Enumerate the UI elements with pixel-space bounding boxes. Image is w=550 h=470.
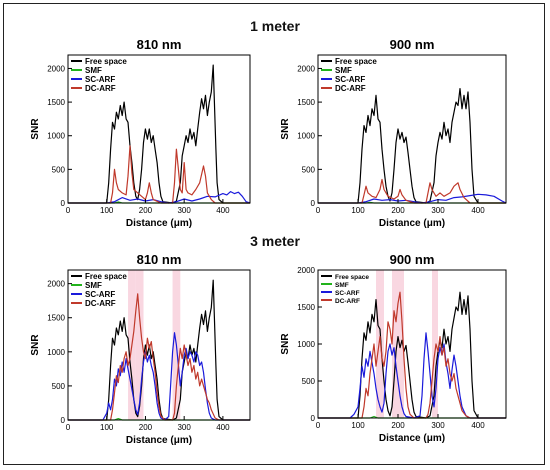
series-line-free-space <box>318 88 506 204</box>
chart-panel-3: 0 100 200 300 400 0 500 1000 1500 2000 810 nm Dista… <box>30 252 251 446</box>
chart-panel-4: 0 100 200 300 400 0 500 1000 1500 2000 900 nm Dista… <box>280 252 507 444</box>
chart-panel-2: 0 100 200 300 400 0 500 1000 1500 2000 900 nm Dista… <box>280 37 507 229</box>
chart-title: 900 nm <box>390 252 435 267</box>
legend-label: Free space <box>85 57 127 66</box>
y-tick-label: 1500 <box>47 314 65 323</box>
legend-label: SC-ARF <box>85 75 115 84</box>
legend-label: SC-ARF <box>335 290 360 297</box>
x-tick-label: 200 <box>139 206 153 215</box>
x-tick-label: 0 <box>66 206 71 215</box>
plot-frame <box>67 269 251 421</box>
x-tick-label: 100 <box>351 206 365 215</box>
y-tick-label: 1500 <box>297 98 315 107</box>
y-tick-label: 1000 <box>47 132 65 141</box>
series-line-dc-arf <box>68 293 250 421</box>
x-axis-label: Distance (μm) <box>126 218 192 229</box>
y-tick-label: 1500 <box>47 98 65 107</box>
y-tick-label: 500 <box>302 165 316 174</box>
y-tick-label: 0 <box>311 414 316 423</box>
y-tick-label: 1000 <box>297 340 315 349</box>
x-tick-label: 200 <box>139 423 153 432</box>
series-line-dc-arf <box>68 145 250 204</box>
legend-label: DC-ARF <box>335 84 366 93</box>
x-tick-label: 100 <box>351 421 365 430</box>
chart-title: 810 nm <box>137 252 182 267</box>
x-tick-label: 0 <box>316 421 321 430</box>
x-axis-label: Distance (μm) <box>379 218 445 229</box>
x-tick-label: 300 <box>431 421 445 430</box>
row-title-3-meter: 3 meter <box>250 233 300 249</box>
series-line-free-space <box>318 291 506 419</box>
x-tick-label: 200 <box>391 206 405 215</box>
chart-title: 810 nm <box>137 37 182 52</box>
y-tick-label: 500 <box>52 382 66 391</box>
legend-label: DC-ARF <box>85 299 116 308</box>
y-tick-label: 2000 <box>297 64 315 73</box>
x-tick-label: 200 <box>391 421 405 430</box>
y-tick-label: 1000 <box>297 132 315 141</box>
y-tick-label: 2000 <box>47 64 65 73</box>
legend-label: SMF <box>335 282 349 289</box>
y-tick-label: 0 <box>61 199 66 208</box>
highlight-band <box>135 270 144 420</box>
x-tick-label: 400 <box>471 206 485 215</box>
legend-label: SMF <box>85 66 102 75</box>
highlight-band <box>432 270 438 418</box>
y-tick-label: 500 <box>302 377 316 386</box>
y-tick-label: 2000 <box>47 280 65 289</box>
y-axis-label: SNR <box>280 333 291 355</box>
x-tick-label: 300 <box>431 206 445 215</box>
plot-frame <box>317 54 507 204</box>
legend-label: SMF <box>335 66 352 75</box>
x-tick-label: 0 <box>66 423 71 432</box>
y-axis-label: SNR <box>30 334 41 356</box>
x-tick-label: 300 <box>177 206 191 215</box>
series-line-dc-arf <box>318 178 506 204</box>
highlight-band <box>376 270 384 418</box>
y-tick-label: 1500 <box>297 303 315 312</box>
y-tick-label: 500 <box>52 165 66 174</box>
x-tick-label: 100 <box>100 423 114 432</box>
series-line-sc-arf <box>68 191 251 204</box>
x-tick-label: 400 <box>471 421 485 430</box>
series-line-sc-arf <box>318 193 507 204</box>
y-axis-label: SNR <box>30 118 41 140</box>
chart-title: 900 nm <box>390 37 435 52</box>
row-title-1-meter: 1 meter <box>250 18 300 34</box>
x-tick-label: 300 <box>177 423 191 432</box>
legend-label: Free space <box>335 274 369 281</box>
legend-label: DC-ARF <box>335 298 360 305</box>
y-tick-label: 1000 <box>47 348 65 357</box>
x-axis-label: Distance (μm) <box>379 433 445 444</box>
y-tick-label: 0 <box>311 199 316 208</box>
figure-frame <box>3 3 545 465</box>
legend-label: SMF <box>85 281 102 290</box>
x-tick-label: 100 <box>100 206 114 215</box>
y-tick-label: 0 <box>61 416 66 425</box>
legend-label: SC-ARF <box>335 75 365 84</box>
plot-frame <box>67 54 251 204</box>
x-axis-label: Distance (μm) <box>126 435 192 446</box>
series-line-dc-arf <box>318 291 506 419</box>
y-axis-label: SNR <box>280 118 291 140</box>
series-line-sc-arf <box>318 332 506 419</box>
y-tick-label: 2000 <box>297 266 315 275</box>
x-tick-label: 400 <box>216 423 230 432</box>
series-line-sc-arf <box>68 332 250 421</box>
x-tick-label: 400 <box>216 206 230 215</box>
series-line-free-space <box>68 64 250 204</box>
legend-label: SC-ARF <box>85 290 115 299</box>
x-tick-label: 0 <box>316 206 321 215</box>
series-line-free-space <box>68 279 250 421</box>
legend-label: Free space <box>85 272 127 281</box>
legend-label: Free space <box>335 57 377 66</box>
legend-label: DC-ARF <box>85 84 116 93</box>
chart-panel-1: 0 100 200 300 400 0 500 1000 1500 2000 810 nm Dista… <box>30 37 251 229</box>
